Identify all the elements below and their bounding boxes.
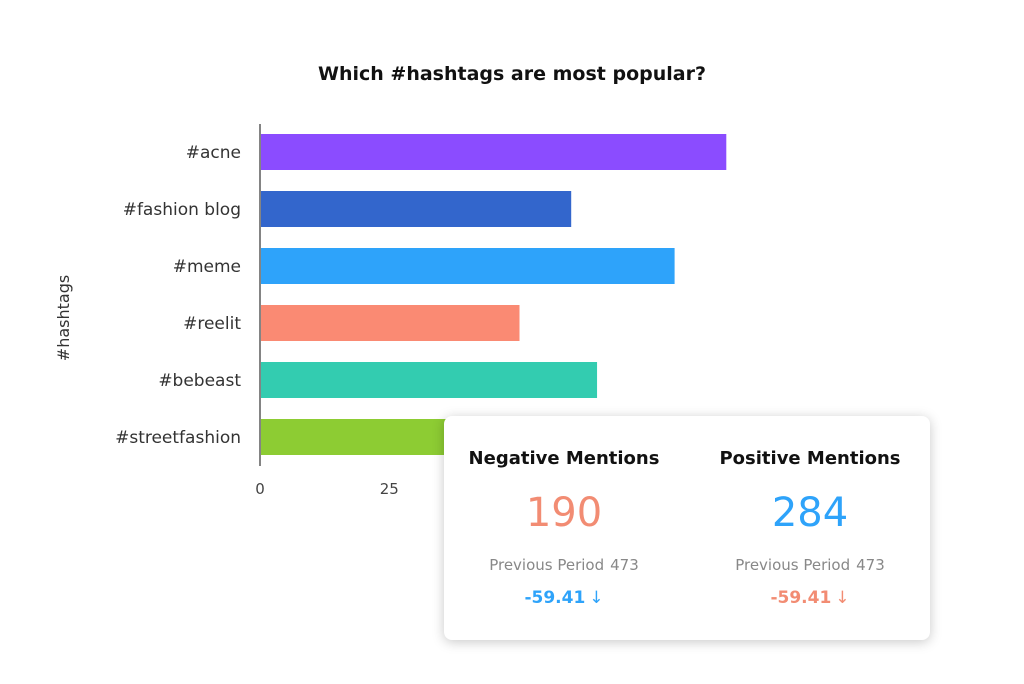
positive-mentions-panel: Positive Mentions 284 Previous Period 473… [690, 416, 930, 640]
bar-streetfashion [261, 419, 468, 455]
category-label-reelit: #reelit [183, 314, 241, 334]
positive-mentions-value: 284 [771, 490, 849, 536]
bar-bebeast [261, 362, 598, 398]
arrow-down-icon: ↓ [589, 588, 604, 608]
chart-title: Which #hashtags are most popular? [318, 63, 706, 85]
category-label-meme: #meme [173, 257, 241, 277]
positive-change: -59.41 ↓ [690, 588, 930, 608]
negative-change: -59.41 ↓ [444, 588, 684, 608]
bar-fashion-blog [261, 191, 572, 227]
x-ticks-group: 0 25 [255, 480, 399, 498]
bar-reelit [261, 305, 520, 341]
category-label-bebeast: #bebeast [158, 371, 241, 391]
bar-acne [261, 134, 727, 170]
bars-group: #acne #fashion blog #meme #reelit #bebeast #s… [115, 134, 727, 455]
category-label-streetfashion: #streetfashion [115, 428, 241, 448]
negative-mentions-value: 190 [525, 490, 603, 536]
category-label-fashion-blog: #fashion blog [123, 200, 241, 220]
x-tick-label: 25 [380, 480, 399, 498]
positive-previous-period: Previous Period 473 [690, 556, 930, 574]
mentions-summary-card: Negative Mentions 190 Previous Period 473… [444, 416, 930, 640]
negative-mentions-title: Negative Mentions [468, 448, 660, 469]
negative-change-value: -59.41 [524, 588, 586, 608]
positive-change-value: -59.41 [770, 588, 832, 608]
y-axis-label: #hashtags [54, 275, 73, 361]
negative-previous-label: Previous Period [489, 556, 605, 574]
positive-previous-label: Previous Period [735, 556, 851, 574]
negative-previous-period: Previous Period 473 [444, 556, 684, 574]
category-label-acne: #acne [186, 143, 241, 163]
positive-previous-value: 473 [856, 556, 885, 574]
arrow-down-icon: ↓ [835, 588, 850, 608]
x-tick-label: 0 [255, 480, 265, 498]
negative-mentions-panel: Negative Mentions 190 Previous Period 473… [444, 416, 684, 640]
bar-meme [261, 248, 675, 284]
negative-previous-value: 473 [610, 556, 639, 574]
positive-mentions-title: Positive Mentions [719, 448, 901, 469]
